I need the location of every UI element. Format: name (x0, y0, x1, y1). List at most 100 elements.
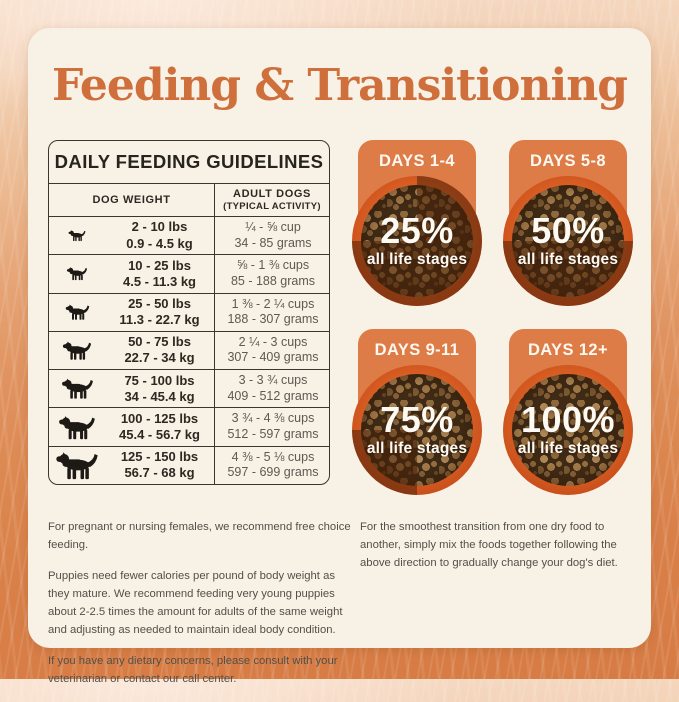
dog-icon-cell (49, 255, 105, 292)
days-label: DAYS 5-8 (530, 152, 606, 170)
adult-dogs-label: ADULT DOGS (233, 188, 311, 200)
percent-label: 100% (520, 399, 616, 440)
weight-lbs: 100 - 125 lbs (120, 410, 199, 426)
amount-grams: 307 - 409 grams (227, 350, 319, 365)
weight-lbs: 25 - 50 lbs (128, 295, 191, 311)
table-row: 100 - 125 lbs 45.4 - 56.7 kg 3 ¾ - 4 ⅜ c… (49, 407, 329, 446)
amount-cell: 2 ¼ - 3 cups 307 - 409 grams (214, 331, 329, 370)
page-title: Feeding & Transitioning (52, 60, 628, 111)
dog-icon (66, 266, 88, 281)
amount-cell: 3 - 3 ¾ cups 409 - 512 grams (214, 370, 329, 408)
food-bowl: 75% all life stages (352, 365, 482, 495)
transition-step: DAYS 12+ 100% all life stages (503, 329, 633, 497)
table-title: DAILY FEEDING GUIDELINES (49, 141, 329, 184)
percent-label: 75% (380, 399, 454, 440)
amount-cell: 3 ¾ - 4 ⅜ cups 512 - 597 grams (214, 408, 329, 446)
amount-cups: ¼ - ⅝ cup (245, 220, 301, 235)
amount-grams: 188 - 307 grams (227, 312, 319, 327)
amount-cups: 4 ⅜ - 5 ⅛ cups (231, 449, 315, 464)
percent-label: 50% (531, 210, 605, 251)
bowl-text: 25% all life stages (352, 176, 482, 306)
food-bowl: 100% all life stages (503, 365, 633, 495)
weight-lbs: 125 - 150 lbs (120, 449, 199, 465)
weight-kg: 45.4 - 56.7 kg (119, 427, 200, 443)
weight-kg: 56.7 - 68 kg (124, 465, 195, 481)
column-header-adult-dogs: ADULT DOGS (TYPICAL ACTIVITY) (214, 184, 329, 216)
note-paragraph: Puppies need fewer calories per pound of… (48, 570, 343, 637)
mix-ratio-overlay (352, 365, 482, 495)
amount-cups: 3 ¾ - 4 ⅜ cups (231, 411, 315, 426)
weight-cell: 100 - 125 lbs 45.4 - 56.7 kg (105, 408, 214, 445)
amount-cell: 1 ⅜ - 2 ¼ cups 188 - 307 grams (214, 293, 329, 331)
table-row: 75 - 100 lbs 34 - 45.4 kg 3 - 3 ¾ cups 4… (49, 369, 329, 408)
weight-lbs: 75 - 100 lbs (124, 372, 195, 388)
mix-ratio-overlay (503, 176, 633, 306)
dog-icon-cell (49, 370, 105, 407)
weight-kg: 4.5 - 11.3 kg (123, 273, 196, 289)
note-paragraph: For pregnant or nursing females, we reco… (48, 521, 351, 552)
dog-icon-cell (49, 447, 105, 484)
weight-kg: 0.9 - 4.5 kg (126, 235, 193, 251)
bowl-text: 100% all life stages (503, 365, 633, 495)
life-stages-label: all life stages (517, 251, 619, 268)
note-paragraph: If you have any dietary concerns, please… (48, 655, 338, 686)
column-header-dog-weight: DOG WEIGHT (92, 194, 171, 206)
infographic-card: Feeding & Transitioning DAILY FEEDING GU… (28, 28, 651, 685)
weight-cell: 125 - 150 lbs 56.7 - 68 kg (105, 447, 214, 484)
feeding-notes: For pregnant or nursing females, we reco… (48, 518, 352, 702)
weight-lbs: 50 - 75 lbs (128, 334, 191, 350)
weight-cell: 75 - 100 lbs 34 - 45.4 kg (105, 370, 214, 407)
transition-step: DAYS 1-4 25% all life stages (352, 140, 482, 308)
amount-cell: ¼ - ⅝ cup 34 - 85 grams (214, 217, 329, 255)
transition-step: DAYS 5-8 50% all life stages (503, 140, 633, 308)
amount-cell: ⅝ - 1 ⅜ cups 85 - 188 grams (214, 255, 329, 293)
mix-ratio-overlay (503, 365, 633, 495)
amount-grams: 409 - 512 grams (227, 388, 319, 403)
amount-grams: 597 - 699 grams (227, 465, 319, 480)
life-stages-label: all life stages (517, 440, 619, 457)
percent-label: 25% (380, 210, 454, 251)
table-row: 125 - 150 lbs 56.7 - 68 kg 4 ⅜ - 5 ⅛ cup… (49, 445, 329, 484)
mix-ratio-overlay (352, 176, 482, 306)
table-row: 25 - 50 lbs 11.3 - 22.7 kg 1 ⅜ - 2 ¼ cup… (49, 292, 329, 331)
life-stages-label: all life stages (366, 251, 468, 268)
typical-activity-label: (TYPICAL ACTIVITY) (223, 201, 321, 212)
weight-kg: 34 - 45.4 kg (124, 388, 195, 404)
table-header-row: DOG WEIGHT ADULT DOGS (TYPICAL ACTIVITY) (49, 184, 329, 217)
table-row: 2 - 10 lbs 0.9 - 4.5 kg ¼ - ⅝ cup 34 - 8… (49, 217, 329, 255)
weight-kg: 22.7 - 34 kg (124, 350, 195, 366)
weight-lbs: 2 - 10 lbs (131, 219, 188, 235)
transition-steps: DAYS 1-4 25% all life stages DAYS 5-8 (352, 140, 634, 500)
transition-note: For the smoothest transition from one dr… (360, 521, 618, 570)
bowl-text: 50% all life stages (503, 176, 633, 306)
food-bowl: 25% all life stages (352, 176, 482, 306)
weight-cell: 10 - 25 lbs 4.5 - 11.3 kg (105, 255, 214, 292)
weight-lbs: 10 - 25 lbs (128, 257, 191, 273)
life-stages-label: all life stages (366, 440, 468, 457)
table-body: 2 - 10 lbs 0.9 - 4.5 kg ¼ - ⅝ cup 34 - 8… (49, 217, 329, 484)
food-bowl: 50% all life stages (503, 176, 633, 306)
amount-cell: 4 ⅜ - 5 ⅛ cups 597 - 699 grams (214, 446, 329, 484)
amount-cups: 3 - 3 ¾ cups (238, 373, 308, 388)
amount-grams: 85 - 188 grams (230, 273, 316, 288)
weight-cell: 25 - 50 lbs 11.3 - 22.7 kg (105, 294, 214, 331)
dog-icon-cell (49, 408, 105, 445)
transition-step: DAYS 9-11 75% all life stages (352, 329, 482, 497)
feeding-guidelines-table: DAILY FEEDING GUIDELINES DOG WEIGHT ADUL… (48, 140, 330, 485)
weight-cell: 50 - 75 lbs 22.7 - 34 kg (105, 332, 214, 369)
amount-cups: 2 ¼ - 3 cups (238, 334, 308, 349)
dog-icon-cell (49, 294, 105, 331)
weight-cell: 2 - 10 lbs 0.9 - 4.5 kg (105, 217, 214, 254)
dog-icon (68, 229, 86, 242)
days-label: DAYS 1-4 (379, 152, 455, 170)
table-row: 50 - 75 lbs 22.7 - 34 kg 2 ¼ - 3 cups 30… (49, 330, 329, 370)
weight-kg: 11.3 - 22.7 kg (119, 312, 200, 328)
dog-icon (58, 414, 96, 441)
amount-grams: 512 - 597 grams (227, 427, 319, 442)
amount-grams: 34 - 85 grams (234, 235, 312, 250)
dog-icon (61, 377, 94, 400)
amount-cups: 1 ⅜ - 2 ¼ cups (231, 296, 315, 311)
days-label: DAYS 9-11 (374, 341, 460, 359)
dog-icon-cell (49, 332, 105, 369)
days-label: DAYS 12+ (527, 341, 609, 359)
